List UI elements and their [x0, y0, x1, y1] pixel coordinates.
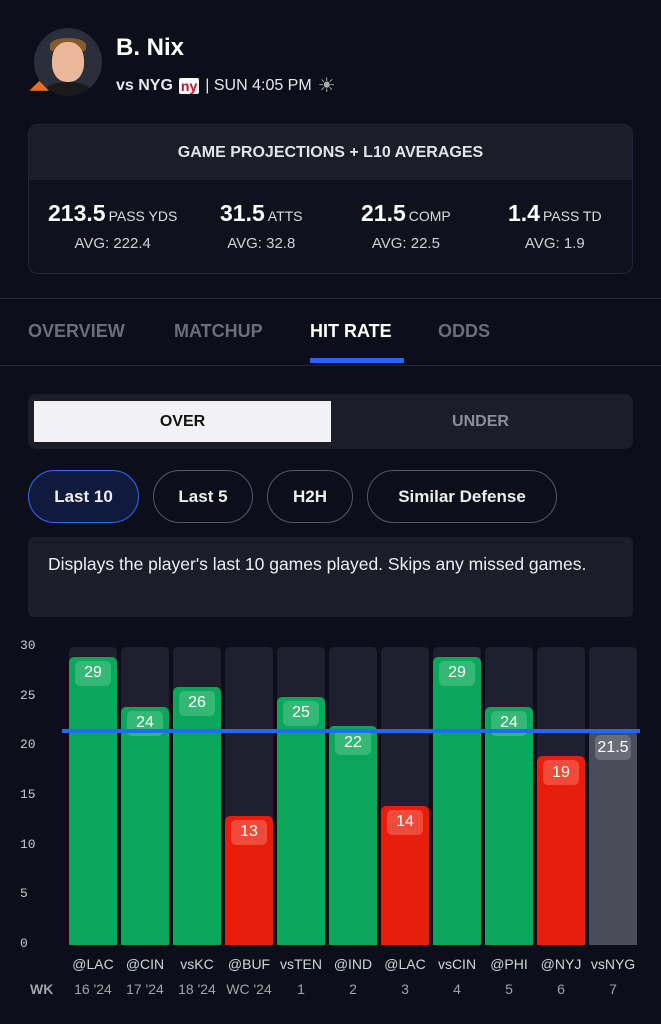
over-under-toggle: OVER UNDER	[28, 394, 633, 449]
bar-over[interactable]	[329, 726, 377, 945]
week-number: 17 '24	[126, 981, 164, 997]
bar-over[interactable]	[69, 656, 117, 945]
opponent-label: vsCIN	[437, 956, 477, 972]
tab-hit-rate[interactable]: HIT RATE	[310, 321, 392, 341]
player-avatar	[34, 28, 102, 96]
filter-description: Displays the player's last 10 games play…	[28, 537, 633, 617]
tab-bar: OVERVIEW MATCHUP HIT RATE ODDS	[0, 298, 661, 366]
week-label: WK	[30, 981, 54, 997]
bar-value-label: 14	[387, 809, 423, 835]
sun-icon: ☀	[317, 75, 336, 97]
stat-value: 213.5	[48, 200, 106, 226]
game-time: | SUN 4:05 PM	[205, 76, 312, 94]
game-info: vs NYG ny | SUN 4:05 PM ☀	[116, 73, 336, 98]
bar-value-label: 21.5	[595, 735, 631, 761]
bar-value-label: 19	[543, 760, 579, 786]
under-button[interactable]: UNDER	[452, 412, 509, 430]
tab-matchup[interactable]: MATCHUP	[174, 321, 263, 341]
broncos-logo-icon: ◢◣	[30, 78, 49, 92]
y-tick-label: 5	[20, 886, 28, 902]
bar-under[interactable]	[537, 756, 585, 945]
projection-stat: 21.5 COMP AVG: 22.5	[361, 200, 451, 252]
bar-value-label: 22	[335, 730, 371, 756]
filter-similar-defense[interactable]: Similar Defense	[367, 470, 557, 523]
week-number: 2	[349, 981, 357, 997]
week-number: WC '24	[226, 981, 272, 997]
bar-value-label: 26	[179, 690, 215, 716]
bar-over[interactable]	[485, 706, 533, 945]
projection-stat: 213.5 PASS YDS AVG: 222.4	[48, 200, 177, 252]
filter-last-10[interactable]: Last 10	[28, 470, 139, 523]
avatar-face	[52, 42, 84, 82]
opponent-label: @IND	[333, 956, 373, 972]
y-tick-label: 15	[20, 787, 36, 802]
avatar-shirt	[44, 82, 92, 96]
stat-average: AVG: 22.5	[371, 235, 440, 252]
bar-over[interactable]	[277, 696, 325, 945]
bar-value-label: 29	[439, 660, 475, 686]
bar-value-label: 25	[283, 700, 319, 726]
projection-line	[62, 729, 640, 734]
opponent-label: @LAC	[384, 956, 426, 972]
tab-odds[interactable]: ODDS	[438, 321, 491, 341]
stat-average: AVG: 1.9	[524, 235, 585, 252]
opponent-label: @LAC	[72, 956, 114, 972]
filter-last-5[interactable]: Last 5	[153, 470, 253, 523]
stat-value: 1.4	[508, 200, 540, 226]
opponent-label: vsNYG	[590, 956, 636, 972]
projections-card: GAME PROJECTIONS + L10 AVERAGES 213.5 PAS…	[28, 124, 633, 274]
y-tick-label: 10	[20, 836, 36, 852]
week-number: 18 '24	[178, 981, 216, 997]
bar-over[interactable]	[121, 706, 169, 945]
week-number: 1	[297, 981, 305, 997]
giants-logo-icon: ny	[178, 77, 200, 94]
opponent-label: vsTEN	[280, 956, 322, 972]
stat-value: 31.5	[220, 200, 265, 226]
stat-average: AVG: 222.4	[74, 235, 151, 252]
opponent-label: @BUF	[227, 956, 271, 972]
bar-value-label: 29	[75, 660, 111, 686]
bar-projection[interactable]	[589, 731, 637, 945]
projections-title: GAME PROJECTIONS + L10 AVERAGES	[29, 125, 632, 180]
filter-h2h[interactable]: H2H	[267, 470, 353, 523]
projection-stat: 1.4 PASS TD AVG: 1.9	[508, 200, 602, 252]
week-number: 5	[505, 981, 513, 997]
matchup: vs NYG	[116, 76, 173, 94]
stat-average: AVG: 32.8	[227, 235, 296, 252]
stat-unit: ATTS	[267, 208, 303, 224]
over-button[interactable]: OVER	[34, 401, 331, 442]
y-tick-label: 25	[20, 687, 36, 703]
bar-value-label: 13	[231, 819, 267, 845]
y-tick-label: 30	[20, 638, 36, 653]
bar-over[interactable]	[433, 656, 481, 945]
opponent-label: @PHI	[490, 956, 528, 972]
stat-unit: PASS YDS	[108, 208, 178, 224]
y-tick-label: 0	[20, 936, 28, 951]
stat-unit: COMP	[408, 208, 451, 224]
bar-over[interactable]	[173, 686, 221, 945]
week-number: 16 '24	[74, 981, 112, 997]
week-number: 6	[557, 981, 565, 997]
tab-overview[interactable]: OVERVIEW	[28, 321, 125, 341]
y-tick-label: 20	[20, 737, 36, 753]
opponent-label: @NYJ	[540, 956, 582, 972]
player-name: B. Nix	[116, 34, 185, 61]
stat-value: 21.5	[361, 200, 406, 226]
active-tab-indicator	[310, 358, 404, 363]
week-number: 3	[401, 981, 409, 997]
projection-stat: 31.5 ATTS AVG: 32.8	[220, 200, 303, 252]
opponent-label: @CIN	[125, 956, 165, 972]
stat-unit: PASS TD	[542, 208, 602, 224]
week-number: 7	[609, 981, 617, 997]
week-number: 4	[453, 981, 461, 997]
opponent-label: vsKC	[180, 956, 214, 972]
